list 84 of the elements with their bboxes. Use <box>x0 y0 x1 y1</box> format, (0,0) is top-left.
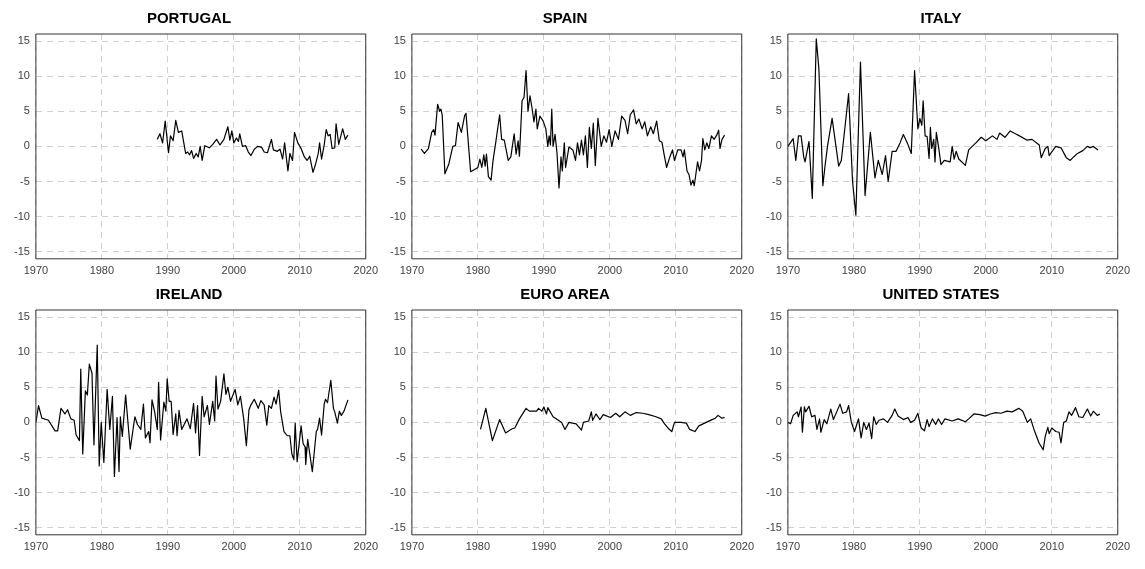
x-tick-label: 1970 <box>775 264 801 277</box>
y-tick-label: -15 <box>389 244 406 257</box>
x-tick-label: 1980 <box>89 264 115 277</box>
y-tick-label: -5 <box>396 450 406 463</box>
x-tick-label: 2020 <box>1105 540 1131 553</box>
x-tick-label: 2010 <box>663 540 689 553</box>
y-tick-label: -15 <box>765 244 782 257</box>
x-tick-label: 1980 <box>841 540 867 553</box>
y-tick-label: 15 <box>769 310 782 323</box>
x-tick-label: 1980 <box>89 540 115 553</box>
y-tick-label: 15 <box>17 34 30 47</box>
y-tick-label: -10 <box>765 485 782 498</box>
y-tick-label: 5 <box>775 104 782 117</box>
x-tick-label: 1970 <box>399 264 425 277</box>
chart-title: UNITED STATES <box>882 285 1000 303</box>
y-tick-label: -15 <box>765 520 782 533</box>
x-tick-label: 2020 <box>1105 264 1131 277</box>
y-tick-label: 10 <box>769 69 782 82</box>
y-tick-label: 5 <box>23 380 30 393</box>
x-tick-label: 1990 <box>907 540 933 553</box>
y-tick-label: 0 <box>775 415 782 428</box>
y-tick-label: -15 <box>13 520 30 533</box>
y-tick-label: 0 <box>399 415 406 428</box>
y-tick-label: -10 <box>765 209 782 222</box>
y-tick-label: 5 <box>23 104 30 117</box>
x-tick-label: 2020 <box>729 264 755 277</box>
x-tick-label: 2020 <box>353 264 379 277</box>
y-tick-label: 5 <box>775 380 782 393</box>
y-tick-label: -5 <box>772 450 782 463</box>
y-tick-label: 10 <box>393 69 406 82</box>
x-tick-label: 1970 <box>23 264 49 277</box>
x-tick-label: 2000 <box>597 540 623 553</box>
x-tick-label: 1970 <box>775 540 801 553</box>
chart-title: ITALY <box>920 9 962 27</box>
x-tick-label: 1990 <box>155 264 181 277</box>
y-tick-label: 10 <box>769 345 782 358</box>
x-tick-label: 1980 <box>465 540 491 553</box>
x-tick-label: 2010 <box>1039 264 1065 277</box>
chart-title: IRELAND <box>155 285 223 303</box>
y-tick-label: -5 <box>396 174 406 187</box>
y-tick-label: 15 <box>393 34 406 47</box>
x-tick-label: 2000 <box>973 540 999 553</box>
x-tick-label: 2010 <box>1039 540 1065 553</box>
x-tick-label: 1990 <box>155 540 181 553</box>
y-tick-label: 15 <box>17 310 30 323</box>
y-tick-label: -10 <box>13 209 30 222</box>
y-tick-label: -10 <box>389 485 406 498</box>
x-tick-label: 1970 <box>399 540 425 553</box>
y-tick-label: -5 <box>772 174 782 187</box>
x-tick-label: 1990 <box>531 540 557 553</box>
chart-title: PORTUGAL <box>146 9 232 27</box>
x-tick-label: 2000 <box>221 540 247 553</box>
x-tick-label: 2000 <box>597 264 623 277</box>
y-tick-label: -10 <box>389 209 406 222</box>
x-tick-label: 2020 <box>729 540 755 553</box>
y-tick-label: -15 <box>13 244 30 257</box>
y-tick-label: 5 <box>399 104 406 117</box>
y-tick-label: 0 <box>775 139 782 152</box>
x-tick-label: 1980 <box>841 264 867 277</box>
x-tick-label: 2000 <box>221 264 247 277</box>
x-tick-label: 2000 <box>973 264 999 277</box>
y-tick-label: -10 <box>13 485 30 498</box>
y-tick-label: 5 <box>399 380 406 393</box>
y-tick-label: 10 <box>393 345 406 358</box>
x-tick-label: 1980 <box>465 264 491 277</box>
x-tick-label: 1990 <box>907 264 933 277</box>
y-tick-label: -5 <box>20 174 30 187</box>
y-tick-label: 15 <box>769 34 782 47</box>
x-tick-label: 1970 <box>23 540 49 553</box>
y-tick-label: -15 <box>389 520 406 533</box>
chart-title: EURO AREA <box>520 285 610 303</box>
x-tick-label: 1990 <box>531 264 557 277</box>
x-tick-label: 2010 <box>663 264 689 277</box>
y-tick-label: -5 <box>20 450 30 463</box>
x-tick-label: 2010 <box>287 540 313 553</box>
y-tick-label: 10 <box>17 69 30 82</box>
x-tick-label: 2010 <box>287 264 313 277</box>
y-tick-label: 0 <box>399 139 406 152</box>
x-tick-label: 2020 <box>353 540 379 553</box>
chart-title: SPAIN <box>542 9 588 27</box>
y-tick-label: 10 <box>17 345 30 358</box>
y-tick-label: 0 <box>23 415 30 428</box>
y-tick-label: 0 <box>23 139 30 152</box>
y-tick-label: 15 <box>393 310 406 323</box>
